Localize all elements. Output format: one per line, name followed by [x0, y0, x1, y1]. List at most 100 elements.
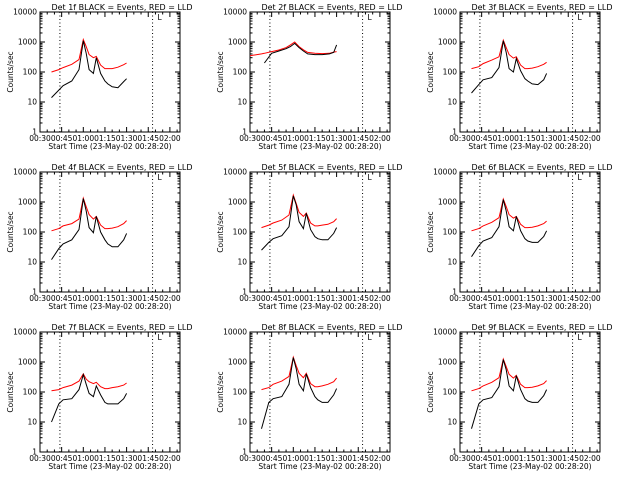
time-marker-label: L — [367, 13, 372, 22]
lld-series-line — [471, 357, 547, 392]
x-tick-label: 01:00 — [492, 454, 514, 463]
y-tick-label: 10000 — [433, 328, 457, 337]
x-tick-label: 01:15 — [94, 454, 116, 463]
time-marker-label: L — [577, 173, 582, 182]
time-marker-label: L — [157, 173, 162, 182]
x-axis-label: Start Time (23-May-02 00:28:20) — [48, 462, 171, 471]
x-tick-label: 02:00 — [579, 454, 601, 463]
plot-frame — [249, 171, 391, 293]
chart-title: Det 2f BLACK = Events, RED = LLD — [261, 3, 402, 12]
x-tick-label: 01:30 — [326, 134, 348, 143]
time-marker-label: L — [367, 333, 372, 342]
x-tick-label: 01:45 — [557, 134, 579, 143]
y-tick-label: 1000 — [438, 198, 457, 207]
y-tick-label: 10000 — [433, 8, 457, 17]
chart-panel: 1 10 100 1000 10000 00:30 00:45 01:00 01:15 01:30… — [426, 323, 613, 471]
x-tick-label: 02:00 — [159, 134, 181, 143]
events-series-line — [51, 198, 128, 260]
x-tick-label: 00:45 — [471, 134, 493, 143]
lld-series-line — [471, 197, 547, 232]
x-tick-label: 01:00 — [282, 294, 304, 303]
events-series-line — [471, 199, 548, 257]
x-tick-label: 01:45 — [347, 134, 369, 143]
y-tick-label: 1000 — [438, 358, 457, 367]
events-series-line — [471, 359, 548, 429]
y-tick-label: 10000 — [223, 8, 247, 17]
x-tick-label: 01:00 — [492, 134, 514, 143]
y-tick-label: 1000 — [438, 38, 457, 47]
x-tick-label: 02:00 — [579, 294, 601, 303]
x-tick-label: 01:30 — [536, 134, 558, 143]
y-tick-label: 1 — [452, 288, 457, 297]
x-tick-label: 00:45 — [471, 294, 493, 303]
x-tick-label: 00:30 — [449, 134, 471, 143]
chart-title: Det 7f BLACK = Events, RED = LLD — [51, 323, 192, 332]
y-tick-label: 100 — [23, 388, 38, 397]
time-marker-label: L — [577, 13, 582, 22]
lld-series-line — [51, 372, 127, 392]
x-tick-label: 01:45 — [557, 294, 579, 303]
x-tick-label: 00:30 — [239, 134, 261, 143]
x-tick-label: 01:15 — [514, 134, 536, 143]
y-axis-label: Counts/sec — [426, 371, 435, 412]
y-tick-label: 10 — [447, 418, 457, 427]
x-tick-label: 00:45 — [471, 454, 493, 463]
y-tick-label: 1000 — [18, 358, 37, 367]
x-tick-label: 01:15 — [94, 134, 116, 143]
plot-frame — [459, 331, 601, 453]
x-tick-label: 01:45 — [137, 134, 159, 143]
y-tick-label: 1 — [32, 288, 37, 297]
x-axis-label: Start Time (23-May-02 00:28:20) — [48, 302, 171, 311]
plot-frame — [459, 11, 601, 133]
time-marker-label: L — [157, 13, 162, 22]
chart-panel: 1 10 100 1000 10000 00:30 00:45 01:00 01:15 01:30… — [6, 3, 193, 151]
time-marker-label: L — [367, 173, 372, 182]
lld-series-line — [471, 38, 547, 70]
chart-title: Det 9f BLACK = Events, RED = LLD — [471, 323, 612, 332]
y-tick-label: 10 — [237, 98, 247, 107]
y-tick-label: 100 — [443, 228, 458, 237]
lld-series-line — [51, 37, 127, 73]
x-tick-label: 02:00 — [369, 294, 391, 303]
y-tick-label: 10000 — [433, 168, 457, 177]
x-tick-label: 01:15 — [514, 294, 536, 303]
x-tick-label: 00:30 — [239, 454, 261, 463]
x-tick-label: 01:00 — [282, 454, 304, 463]
y-tick-label: 10000 — [223, 328, 247, 337]
x-tick-label: 00:30 — [29, 294, 51, 303]
y-tick-label: 1000 — [228, 198, 247, 207]
chart-title: Det 6f BLACK = Events, RED = LLD — [471, 163, 612, 172]
x-tick-label: 01:45 — [347, 454, 369, 463]
y-tick-label: 100 — [23, 228, 38, 237]
y-tick-label: 100 — [233, 68, 248, 77]
chart-panel: 1 10 100 1000 10000 00:30 00:45 01:00 01:15 01:30… — [426, 3, 613, 151]
y-tick-label: 10 — [447, 258, 457, 267]
x-tick-label: 01:45 — [137, 294, 159, 303]
y-tick-label: 10 — [27, 258, 37, 267]
y-tick-label: 1 — [242, 448, 247, 457]
plot-frame — [39, 331, 181, 453]
y-tick-label: 1 — [32, 448, 37, 457]
lld-series-line — [249, 41, 337, 57]
plot-frame — [459, 171, 601, 293]
x-tick-label: 00:45 — [51, 134, 73, 143]
time-marker-label: L — [157, 333, 162, 342]
x-tick-label: 01:30 — [536, 294, 558, 303]
y-tick-label: 1000 — [18, 198, 37, 207]
chart-title: Det 1f BLACK = Events, RED = LLD — [51, 3, 192, 12]
chart-title: Det 5f BLACK = Events, RED = LLD — [261, 163, 402, 172]
x-tick-label: 01:45 — [557, 454, 579, 463]
x-tick-label: 01:00 — [72, 134, 94, 143]
y-axis-label: Counts/sec — [6, 211, 15, 252]
y-tick-label: 10 — [27, 98, 37, 107]
x-tick-label: 02:00 — [579, 134, 601, 143]
x-tick-label: 00:45 — [51, 454, 73, 463]
y-tick-label: 100 — [233, 388, 248, 397]
events-series-line — [51, 372, 128, 423]
x-tick-label: 00:45 — [261, 134, 283, 143]
y-tick-label: 10 — [27, 418, 37, 427]
y-tick-label: 10000 — [13, 8, 37, 17]
x-tick-label: 01:30 — [116, 294, 138, 303]
x-tick-label: 01:45 — [137, 454, 159, 463]
